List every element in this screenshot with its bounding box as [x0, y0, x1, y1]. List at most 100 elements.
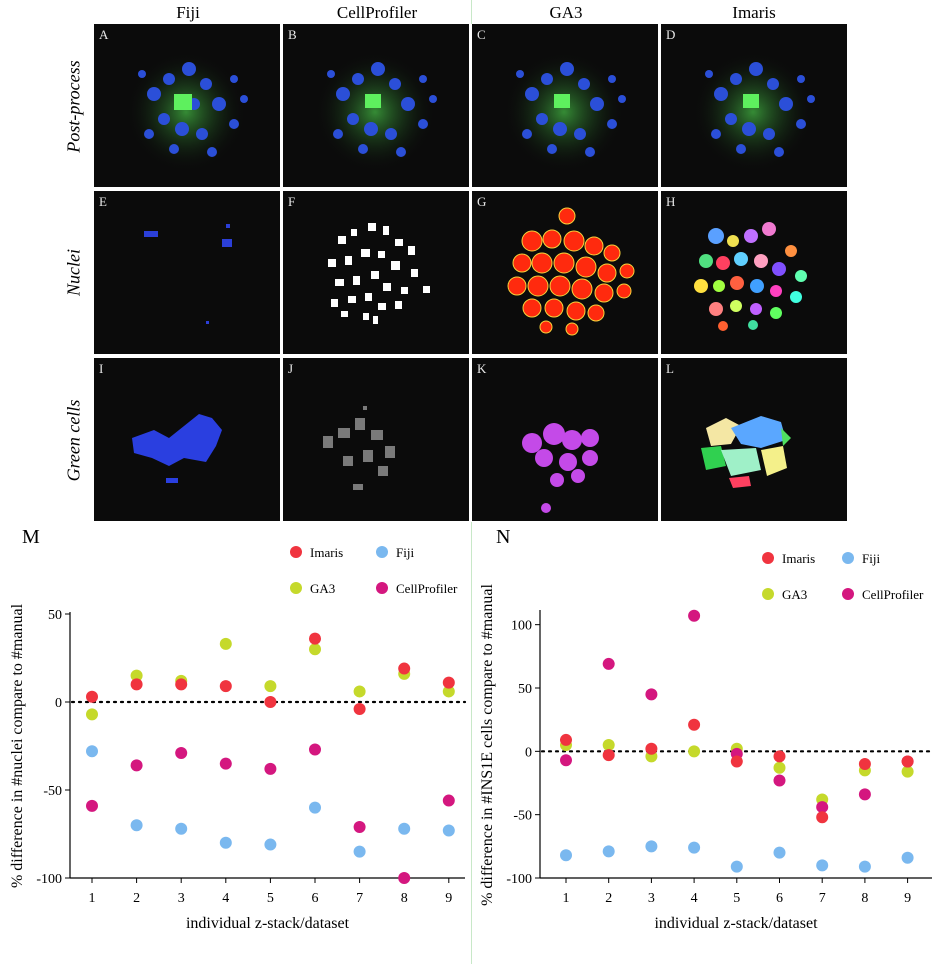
x-tick-label: 5 — [267, 891, 274, 906]
image-tile-d: D — [661, 24, 847, 187]
data-point-imaris — [175, 678, 188, 691]
data-point-ga3 — [773, 761, 786, 774]
data-point-imaris — [602, 749, 615, 762]
x-tick-label: 7 — [356, 891, 363, 906]
y-axis-label: % difference in #nuclei compare to #manu… — [9, 603, 26, 888]
image-tile-b: B — [283, 24, 469, 187]
legend-label-fiji: Fiji — [862, 551, 880, 566]
data-point-fiji — [353, 845, 366, 858]
x-tick-label: 2 — [133, 891, 140, 906]
legend-marker-ga3 — [290, 582, 302, 594]
column-title-ga3: GA3 — [549, 3, 583, 22]
column-title-imaris: Imaris — [732, 3, 776, 22]
legend-label-imaris: Imaris — [782, 551, 815, 566]
data-point-ga3 — [688, 745, 701, 758]
row-title-green-cells: Green cells — [63, 399, 84, 482]
legend-marker-cellprofiler — [842, 588, 854, 600]
y-tick-label: -50 — [513, 809, 532, 824]
data-point-imaris — [442, 676, 455, 689]
data-point-cellprofiler — [688, 609, 701, 622]
x-tick-label: 3 — [178, 891, 185, 906]
data-point-ga3 — [264, 680, 277, 693]
data-point-imaris — [130, 678, 143, 691]
image-nuclei-fiji — [144, 224, 232, 324]
image-green-cells-ga3 — [522, 423, 599, 513]
legend-label-cellprofiler: CellProfiler — [862, 587, 924, 602]
legend-marker-ga3 — [762, 588, 774, 600]
image-green-cells-imaris — [701, 416, 791, 488]
data-point-fiji — [130, 819, 143, 832]
image-tile-k: K — [472, 358, 658, 521]
image-green-cells-fiji — [132, 414, 222, 483]
data-point-imaris — [398, 662, 411, 675]
y-tick-label: 0 — [525, 745, 532, 760]
tile-letter: C — [477, 27, 486, 42]
row-title-nuclei: Nuclei — [63, 249, 84, 296]
legend-marker-imaris — [762, 552, 774, 564]
image-tile-h: H — [661, 191, 847, 354]
x-axis-label: individual z-stack/dataset — [186, 915, 350, 932]
tile-letter: A — [99, 27, 109, 42]
x-tick-label: 3 — [648, 891, 655, 906]
column-title-fiji: Fiji — [176, 3, 200, 22]
data-point-imaris — [309, 632, 321, 645]
data-point-ga3 — [130, 669, 143, 682]
data-point-cellprofiler — [219, 757, 232, 770]
tile-letter: J — [288, 361, 294, 376]
data-point-cellprofiler — [858, 788, 871, 801]
legend-label-fiji: Fiji — [396, 545, 414, 560]
image-postprocess-ga3 — [504, 52, 626, 172]
x-tick-label: 2 — [605, 891, 612, 906]
data-point-imaris — [264, 696, 277, 708]
image-postprocess-imaris — [693, 52, 815, 172]
data-point-fiji — [560, 849, 572, 862]
tile-letter: G — [477, 194, 487, 209]
data-point-imaris — [688, 718, 701, 731]
data-point-imaris — [773, 750, 786, 763]
x-tick-label: 1 — [89, 891, 96, 906]
data-point-fiji — [901, 851, 914, 864]
image-tile-g: G — [472, 191, 658, 354]
data-point-cellprofiler — [264, 762, 277, 775]
legend-marker-fiji — [842, 552, 854, 564]
tile-letter: B — [288, 27, 297, 42]
legend-label-imaris: Imaris — [310, 545, 343, 560]
data-point-ga3 — [353, 685, 366, 698]
microscopy-image-grid: A B C D E F — [94, 24, 848, 522]
image-tile-f: F — [283, 191, 469, 354]
data-point-fiji — [175, 822, 188, 835]
data-point-imaris — [353, 703, 366, 716]
image-postprocess-fiji — [126, 52, 248, 172]
tile-letter: E — [99, 194, 107, 209]
data-point-imaris — [86, 690, 98, 703]
data-point-cellprofiler — [442, 794, 455, 807]
image-tile-l: L — [661, 358, 847, 521]
x-tick-label: 9 — [445, 891, 452, 906]
x-axis-label: individual z-stack/dataset — [654, 915, 818, 932]
data-point-fiji — [264, 838, 277, 851]
data-point-cellprofiler — [130, 759, 143, 772]
image-postprocess-cellprofiler — [315, 52, 437, 172]
data-point-fiji — [398, 822, 411, 835]
column-title-cellprofiler: CellProfiler — [336, 3, 418, 22]
image-nuclei-cellprofiler — [328, 223, 430, 324]
data-point-fiji — [688, 841, 701, 854]
y-tick-label: -50 — [43, 784, 62, 799]
data-point-ga3 — [442, 685, 455, 698]
image-tile-j: J — [283, 358, 469, 521]
data-point-fiji — [309, 801, 321, 814]
y-tick-label: -100 — [36, 872, 62, 887]
data-point-fiji — [730, 860, 743, 873]
data-point-ga3 — [901, 765, 914, 778]
y-tick-label: 100 — [511, 619, 532, 634]
x-tick-label: 5 — [733, 891, 740, 906]
chart-n-ins1e-difference: 100 50 0 -50 -100 1 2 3 4 5 6 7 8 9 individual z-stack… — [479, 551, 934, 932]
image-tile-i: I — [94, 358, 280, 521]
data-point-cellprofiler — [309, 743, 321, 756]
data-point-cellprofiler — [86, 799, 98, 812]
data-point-imaris — [219, 680, 232, 693]
data-point-imaris — [816, 811, 829, 824]
x-tick-label: 6 — [312, 891, 319, 906]
panel-letter-n: N — [496, 526, 511, 548]
data-point-cellprofiler — [816, 801, 829, 814]
